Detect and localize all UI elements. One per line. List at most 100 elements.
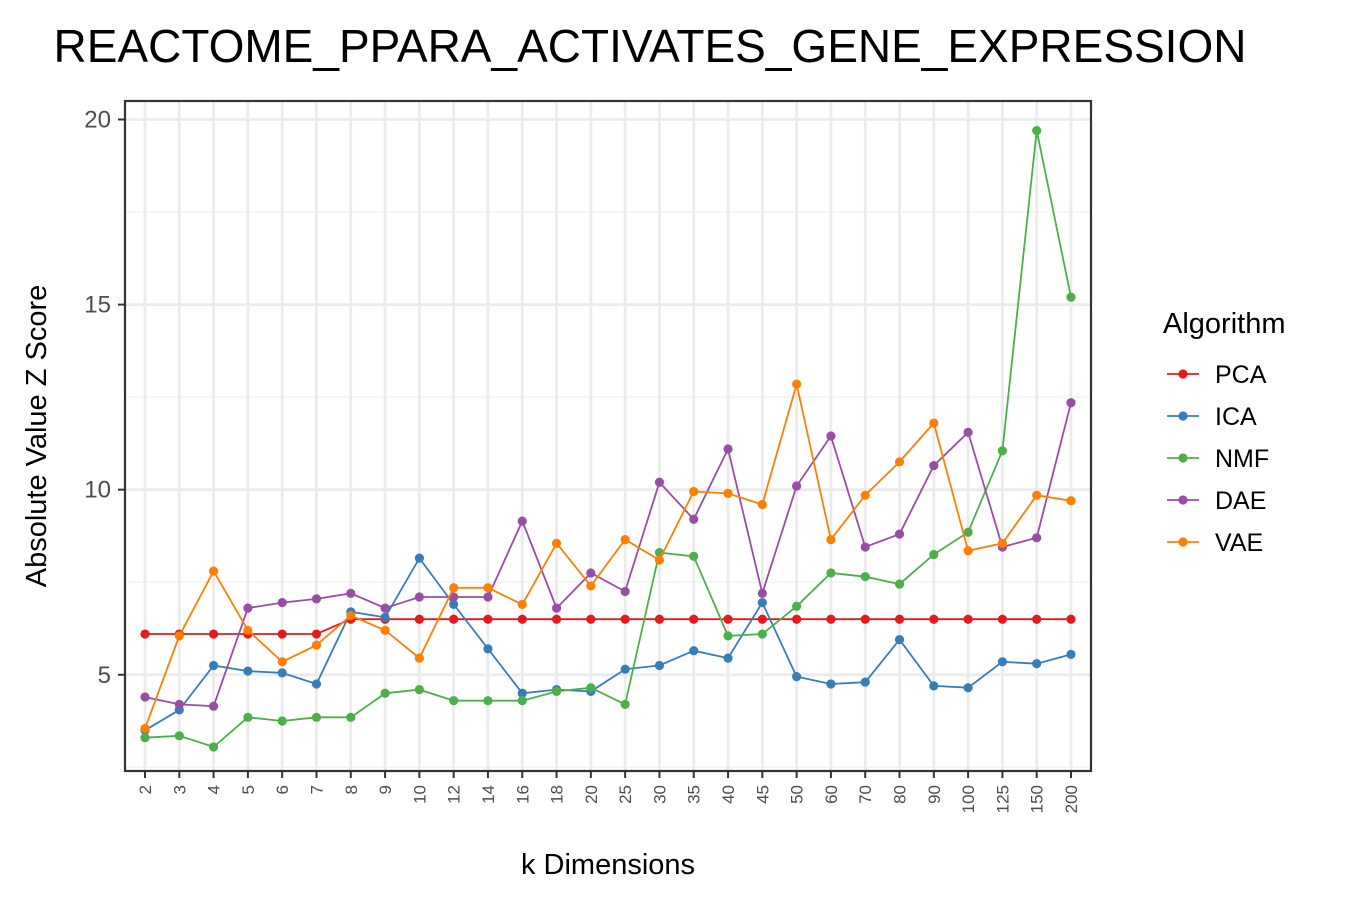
dae-point xyxy=(311,594,322,604)
nmf-point xyxy=(414,684,424,695)
y-tick-label: 5 xyxy=(98,662,111,689)
dae-point xyxy=(517,516,527,526)
vae-point xyxy=(792,379,802,389)
plot-border xyxy=(123,99,1093,773)
x-tick-label: 40 xyxy=(719,785,738,804)
dae-point xyxy=(860,542,870,552)
x-tick-label: 60 xyxy=(822,785,841,804)
vae-point xyxy=(243,625,253,635)
dae-point xyxy=(174,699,184,709)
dae-point xyxy=(654,477,665,487)
pca-point xyxy=(208,629,219,639)
pca-point xyxy=(792,614,802,624)
nmf-point xyxy=(723,631,733,641)
vae-point xyxy=(311,640,322,650)
ica-point xyxy=(826,679,836,689)
nmf-point xyxy=(140,733,150,743)
vae-point xyxy=(723,488,733,498)
y-axis-title: Absolute Value Z Score xyxy=(21,285,53,588)
ica-point xyxy=(517,688,527,698)
ica-point xyxy=(689,646,699,656)
vae-point xyxy=(174,631,184,641)
dae-point xyxy=(449,592,459,602)
vae-point xyxy=(140,723,150,734)
y-axis: 5 10 15 20 xyxy=(84,107,125,689)
ica-point xyxy=(757,597,767,608)
dae-point xyxy=(208,701,219,711)
vae-point xyxy=(826,535,836,545)
x-axis-title: k Dimensions xyxy=(521,849,695,881)
nmf-point xyxy=(1066,292,1076,302)
x-tick-label: 35 xyxy=(685,785,704,804)
pca-point xyxy=(277,629,287,639)
legend-key-point xyxy=(1178,369,1188,379)
dae-point xyxy=(620,586,630,597)
vae-point xyxy=(689,486,699,497)
x-tick-label: 90 xyxy=(925,785,944,804)
x-tick-label: 125 xyxy=(993,785,1012,813)
pca-point xyxy=(894,614,905,624)
dae-line xyxy=(144,402,1072,708)
chart-title: REACTOME_PPARA_ACTIVATES_GENE_EXPRESSION xyxy=(54,20,1247,72)
x-tick-label: 45 xyxy=(753,785,772,804)
legend-title: Algorithm xyxy=(1163,308,1286,340)
ica-point xyxy=(997,657,1008,667)
legend-key-point xyxy=(1178,537,1188,547)
pca-point xyxy=(449,614,459,624)
vae-point xyxy=(483,583,493,593)
dae-point xyxy=(1066,398,1076,408)
ica-point xyxy=(929,681,939,691)
vae-point xyxy=(894,457,905,467)
pca-point xyxy=(860,614,870,624)
x-tick-label: 8 xyxy=(342,785,361,794)
ica-point xyxy=(792,672,802,682)
y-tick-label: 15 xyxy=(84,292,111,319)
dae-point xyxy=(243,603,253,613)
nmf-point xyxy=(860,572,870,582)
nmf-point xyxy=(792,601,802,611)
legend-label: ICA xyxy=(1215,403,1257,431)
legend-item-ica: ICA xyxy=(1167,403,1257,431)
legend-key-point xyxy=(1178,453,1188,463)
dae-point xyxy=(380,603,390,613)
vae-point xyxy=(517,599,527,610)
ica-point xyxy=(1066,649,1076,659)
x-tick-label: 5 xyxy=(239,785,258,794)
x-tick-label: 20 xyxy=(582,785,601,804)
vae-point xyxy=(654,555,665,565)
dae-point xyxy=(929,461,939,471)
dae-point xyxy=(894,529,905,539)
vae-point xyxy=(997,538,1008,548)
y-tick-label: 10 xyxy=(84,477,111,504)
ica-point xyxy=(894,634,905,645)
ica-point xyxy=(483,644,493,654)
legend-item-nmf: NMF xyxy=(1167,445,1269,473)
ica-point xyxy=(963,683,973,693)
vae-point xyxy=(414,653,424,663)
vae-point xyxy=(620,535,630,545)
series-nmf xyxy=(140,126,1076,752)
x-tick-label: 10 xyxy=(410,785,429,804)
ica-point xyxy=(620,664,630,674)
x-tick-label: 30 xyxy=(650,785,669,804)
legend-items: PCA ICA NMF DAE VAE xyxy=(1167,361,1269,557)
nmf-point xyxy=(826,568,836,578)
vae-point xyxy=(380,625,390,635)
pca-point xyxy=(517,614,527,624)
ica-point xyxy=(414,553,424,563)
dae-point xyxy=(140,692,150,702)
nmf-point xyxy=(208,742,219,752)
dae-point xyxy=(414,592,424,602)
dae-point xyxy=(826,431,836,441)
dae-point xyxy=(723,444,733,454)
pca-point xyxy=(1032,614,1042,624)
dae-point xyxy=(757,588,767,598)
nmf-point xyxy=(894,579,905,589)
ica-point xyxy=(277,668,287,678)
vae-line xyxy=(144,383,1072,729)
pca-point xyxy=(620,614,630,624)
legend-item-vae: VAE xyxy=(1167,529,1263,557)
plot-background xyxy=(125,101,1091,771)
pca-point xyxy=(483,614,493,624)
x-tick-label: 3 xyxy=(170,785,189,794)
